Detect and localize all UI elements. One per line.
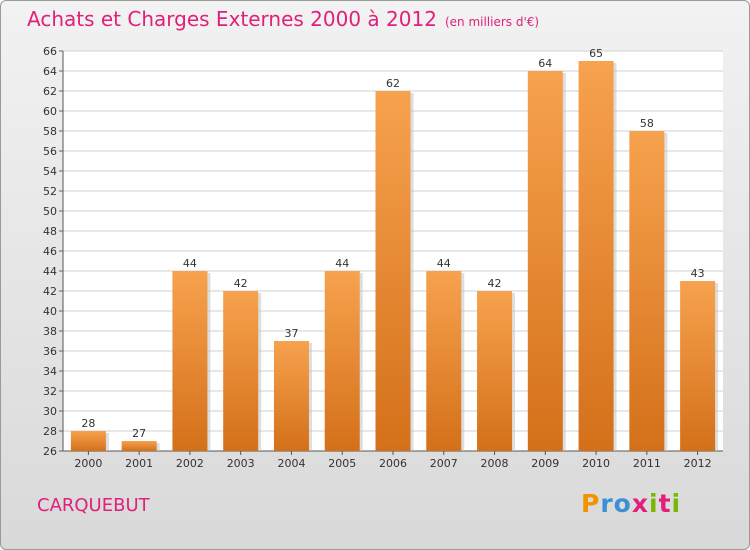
bar bbox=[527, 71, 563, 451]
chart-title: Achats et Charges Externes 2000 à 2012 (e… bbox=[27, 7, 539, 31]
bar bbox=[629, 131, 665, 451]
y-tick-label: 30 bbox=[43, 405, 57, 418]
data-label: 37 bbox=[284, 327, 298, 340]
logo-letter: i bbox=[671, 489, 682, 518]
bar bbox=[426, 271, 462, 451]
logo-letter: P bbox=[581, 489, 601, 518]
bar bbox=[273, 341, 309, 451]
x-tick-label: 2006 bbox=[379, 457, 407, 470]
bar bbox=[70, 431, 106, 451]
data-label: 65 bbox=[589, 47, 603, 60]
data-label: 58 bbox=[640, 117, 654, 130]
x-tick-label: 2005 bbox=[328, 457, 356, 470]
logo-letter: x bbox=[631, 489, 649, 518]
bar bbox=[324, 271, 360, 451]
y-tick-label: 62 bbox=[43, 85, 57, 98]
y-tick-label: 28 bbox=[43, 425, 57, 438]
x-tick-label: 2001 bbox=[125, 457, 153, 470]
x-tick-label: 2012 bbox=[684, 457, 712, 470]
commune-name: CARQUEBUT bbox=[37, 495, 150, 516]
bar bbox=[578, 61, 614, 451]
y-tick-label: 32 bbox=[43, 385, 57, 398]
y-tick-label: 52 bbox=[43, 185, 57, 198]
y-tick-label: 54 bbox=[43, 165, 57, 178]
y-tick-label: 58 bbox=[43, 125, 57, 138]
x-tick-label: 2011 bbox=[633, 457, 661, 470]
logo-letter: r bbox=[600, 489, 614, 518]
x-tick-label: 2002 bbox=[176, 457, 204, 470]
logo-letter: t bbox=[658, 489, 672, 518]
x-tick-label: 2000 bbox=[74, 457, 102, 470]
y-tick-label: 64 bbox=[43, 65, 57, 78]
bar bbox=[477, 291, 513, 451]
data-label: 43 bbox=[691, 267, 705, 280]
y-tick-label: 40 bbox=[43, 305, 57, 318]
y-tick-label: 36 bbox=[43, 345, 57, 358]
y-tick-label: 38 bbox=[43, 325, 57, 338]
data-label: 44 bbox=[437, 257, 451, 270]
data-label: 44 bbox=[183, 257, 197, 270]
data-label: 42 bbox=[488, 277, 502, 290]
y-tick-label: 42 bbox=[43, 285, 57, 298]
y-tick-label: 48 bbox=[43, 225, 57, 238]
y-tick-label: 50 bbox=[43, 205, 57, 218]
y-tick-label: 66 bbox=[43, 45, 57, 58]
data-label: 42 bbox=[234, 277, 248, 290]
data-label: 64 bbox=[538, 57, 552, 70]
logo-letter: o bbox=[613, 489, 632, 518]
data-label: 44 bbox=[335, 257, 349, 270]
proxiti-logo: Proxiti bbox=[581, 489, 681, 518]
y-tick-label: 56 bbox=[43, 145, 57, 158]
data-label: 62 bbox=[386, 77, 400, 90]
x-tick-label: 2003 bbox=[227, 457, 255, 470]
logo-letter: i bbox=[649, 489, 659, 518]
title-unit: (en milliers d'€) bbox=[444, 15, 540, 29]
x-tick-label: 2009 bbox=[531, 457, 559, 470]
data-label: 27 bbox=[132, 427, 146, 440]
data-label: 28 bbox=[81, 417, 95, 430]
title-text: Achats et Charges Externes 2000 à 2012 bbox=[27, 7, 437, 31]
y-tick-label: 60 bbox=[43, 105, 57, 118]
y-tick-label: 44 bbox=[43, 265, 57, 278]
x-tick-label: 2007 bbox=[430, 457, 458, 470]
bar bbox=[223, 291, 259, 451]
y-tick-label: 26 bbox=[43, 445, 57, 458]
y-tick-label: 46 bbox=[43, 245, 57, 258]
y-tick-label: 34 bbox=[43, 365, 57, 378]
x-tick-label: 2004 bbox=[277, 457, 305, 470]
bar bbox=[172, 271, 208, 451]
bar bbox=[680, 281, 716, 451]
bar bbox=[121, 441, 157, 451]
x-tick-label: 2010 bbox=[582, 457, 610, 470]
bar bbox=[375, 91, 411, 451]
x-tick-label: 2008 bbox=[481, 457, 509, 470]
